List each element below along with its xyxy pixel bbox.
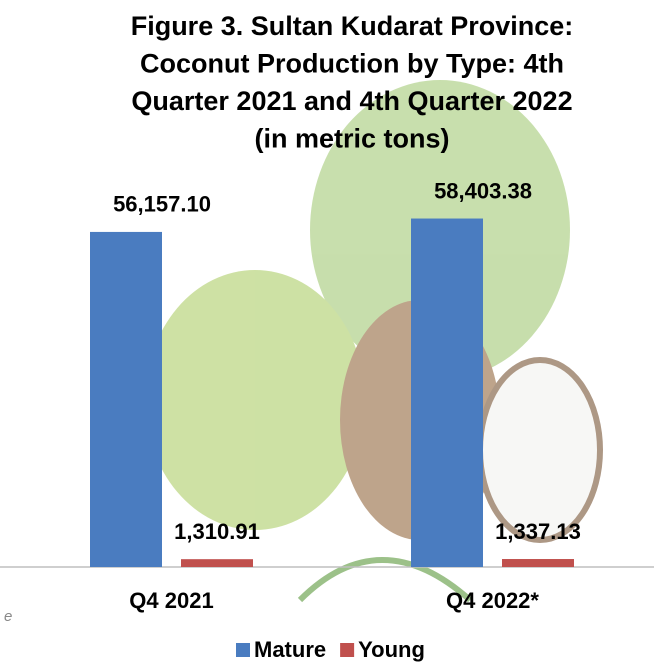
- chart-title: (in metric tons): [254, 124, 449, 154]
- value-label: 1,310.91: [174, 519, 260, 544]
- x-tick-label: Q4 2021: [129, 588, 213, 613]
- bar: [502, 559, 574, 567]
- bar: [181, 559, 253, 567]
- chart-title: Coconut Production by Type: 4th: [140, 49, 564, 79]
- x-tick-label: Q4 2022*: [446, 588, 539, 613]
- chart-title: Quarter 2021 and 4th Quarter 2022: [131, 86, 572, 116]
- legend-swatch: [340, 643, 354, 657]
- value-label: 1,337.13: [495, 519, 581, 544]
- bar: [411, 219, 483, 567]
- bar: [90, 232, 162, 567]
- legend-label: Young: [358, 637, 425, 662]
- legend-label: Mature: [254, 637, 326, 662]
- chart-title: Figure 3. Sultan Kudarat Province:: [131, 11, 574, 41]
- value-label: 58,403.38: [434, 178, 532, 203]
- footnote-fragment: e: [4, 608, 12, 625]
- value-label: 56,157.10: [113, 192, 211, 217]
- chart: e Figure 3. Sultan Kudarat Province: Coco…: [0, 0, 654, 664]
- legend-swatch: [236, 643, 250, 657]
